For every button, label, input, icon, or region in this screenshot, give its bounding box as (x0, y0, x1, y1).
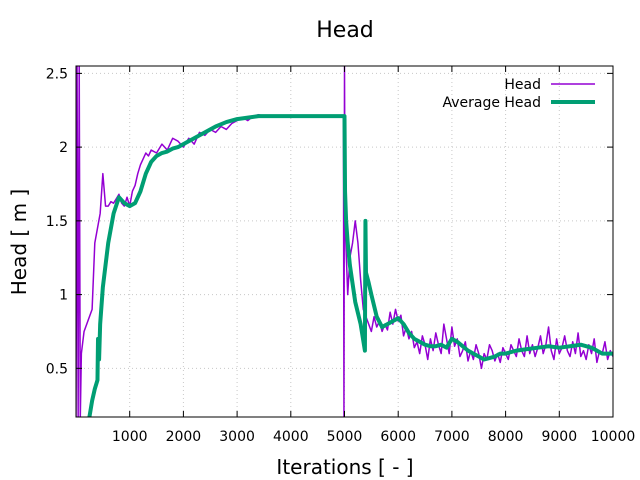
x-tick-label: 5000 (327, 429, 363, 445)
x-tick-label: 2000 (166, 429, 202, 445)
x-tick-label: 6000 (380, 429, 416, 445)
chart-title: Head (316, 18, 374, 43)
y-tick-label: 1.5 (46, 214, 68, 230)
x-tick-label: 10000 (591, 429, 636, 445)
x-tick-label: 1000 (112, 429, 148, 445)
legend: Head Average Head (442, 77, 595, 111)
y-axis-label: Head [ m ] (7, 189, 31, 295)
y-tick-label: 2.5 (46, 66, 68, 82)
series-line-average-head (87, 114, 613, 417)
x-tick-label: 9000 (541, 429, 577, 445)
series-layer (76, 66, 613, 417)
x-axis-label: Iterations [ - ] (276, 455, 413, 479)
legend-label-head: Head (504, 77, 541, 93)
x-tick-label: 8000 (488, 429, 524, 445)
y-tick-label: 2 (59, 140, 68, 156)
y-tick-label: 0.5 (46, 361, 68, 377)
x-tick-label: 3000 (219, 429, 255, 445)
axis-ticks: 1000 2000 3000 4000 5000 6000 7000 8000 9000 1000… (46, 66, 636, 445)
y-tick-label: 1 (59, 288, 68, 304)
x-tick-label: 7000 (434, 429, 470, 445)
legend-label-average-head: Average Head (442, 95, 541, 111)
x-tick-label: 4000 (273, 429, 309, 445)
